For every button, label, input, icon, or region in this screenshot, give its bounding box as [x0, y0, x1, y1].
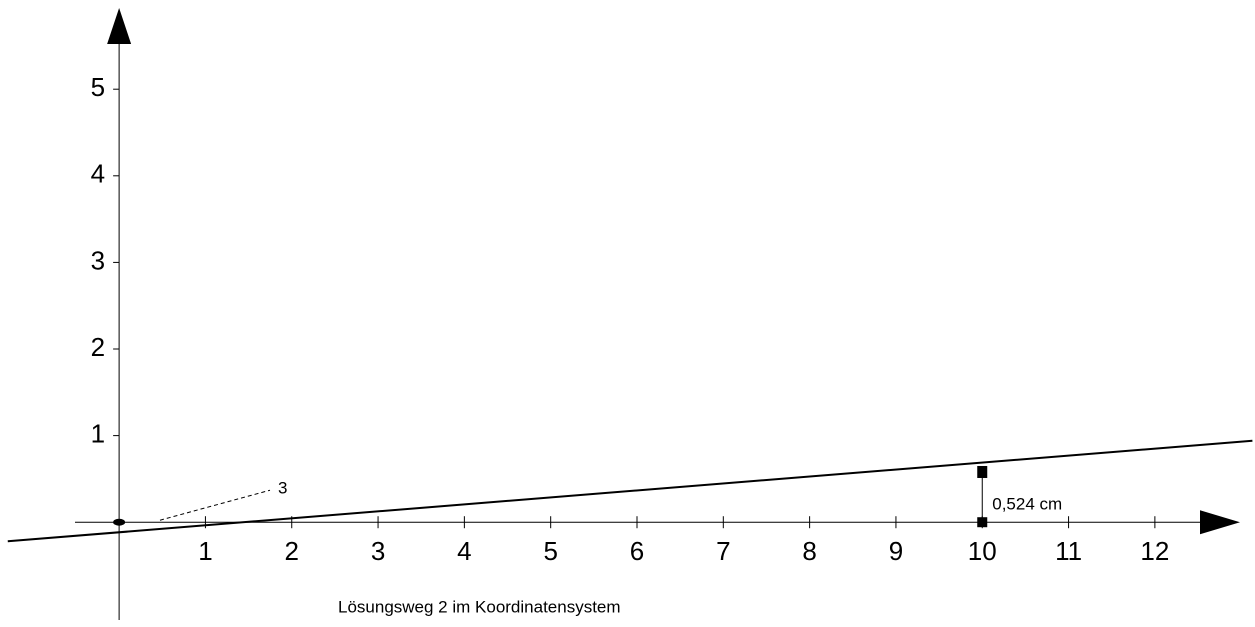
y-tick-label: 3	[91, 245, 105, 275]
x-tick-label: 7	[716, 536, 730, 566]
measure-foot	[977, 517, 988, 528]
y-tick-label: 5	[91, 72, 105, 102]
caption: Lösungsweg 2 im Koordinatensystem	[338, 597, 621, 616]
x-tick-label: 4	[457, 536, 471, 566]
x-tick-label: 5	[543, 536, 557, 566]
x-tick-label: 11	[1055, 536, 1082, 566]
origin-point	[113, 518, 126, 526]
x-tick-label: 6	[630, 536, 644, 566]
angle-leader	[159, 489, 271, 521]
angle-label: 3	[278, 479, 287, 498]
x-tick-label: 8	[802, 536, 816, 566]
line	[7, 439, 1253, 543]
y-tick-label: 1	[91, 418, 105, 448]
x-tick-label: 10	[968, 536, 997, 566]
x-tick-label: 2	[285, 536, 299, 566]
y-arrow	[107, 8, 132, 44]
y-tick-label: 4	[91, 159, 105, 189]
x-tick-label: 9	[889, 536, 903, 566]
measure-label: 0,524 cm	[992, 495, 1062, 514]
x-tick-label: 3	[371, 536, 385, 566]
x-arrow	[1200, 510, 1240, 535]
x-tick-label: 12	[1140, 536, 1169, 566]
x-tick-label: 1	[198, 536, 212, 566]
measure-top	[977, 465, 988, 478]
y-tick-label: 2	[91, 332, 105, 362]
